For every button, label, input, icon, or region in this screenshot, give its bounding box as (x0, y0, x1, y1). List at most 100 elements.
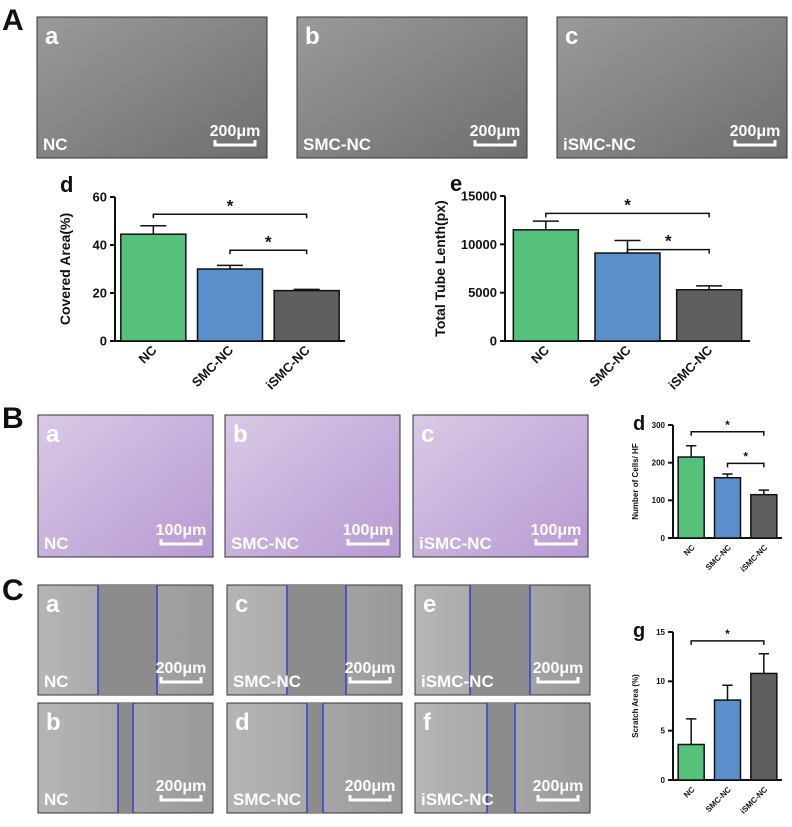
image-letter: c (235, 591, 248, 618)
y-tick-label: 200 (652, 458, 666, 467)
image-caption: NC (44, 534, 69, 553)
image-letter: c (421, 421, 434, 448)
scale-bar (348, 677, 392, 684)
image-letter: a (45, 23, 59, 50)
image-letter: e (423, 591, 436, 618)
section-label: C (2, 574, 24, 607)
significance-label: * (624, 195, 631, 214)
scale-label: 200μm (345, 660, 396, 677)
image-letter: f (423, 709, 432, 736)
error-bar (685, 444, 697, 458)
bar (750, 672, 778, 781)
scale-label: 200μm (533, 660, 584, 677)
image-caption: iSMC-NC (421, 790, 494, 809)
panel-letter: d (60, 172, 73, 197)
y-axis-label: Covered Area(%) (57, 213, 73, 325)
significance-bracket (690, 640, 765, 645)
bar (120, 233, 187, 342)
image-letter: a (46, 591, 60, 618)
scale-bar (733, 140, 777, 147)
scale-bar (534, 539, 578, 546)
y-tick-label: 60 (93, 190, 107, 205)
significance-label: * (725, 627, 730, 641)
x-tick-label: iSMC-NC (263, 342, 313, 392)
y-tick-label: 100 (652, 496, 666, 505)
scratch-gap (287, 585, 346, 695)
x-tick-label: NC (528, 342, 552, 366)
significance-bracket (626, 248, 710, 254)
x-tick-label: iSMC-NC (739, 785, 770, 816)
y-tick-label: 20 (93, 286, 107, 301)
significance-bracket (229, 249, 308, 255)
scale-bar (348, 795, 392, 802)
micrograph (556, 16, 788, 159)
scale-bar (346, 539, 390, 546)
y-tick-label: 300 (652, 421, 666, 430)
micrograph (224, 414, 401, 558)
image-caption: SMC-NC (233, 790, 301, 809)
image-letter: a (46, 421, 60, 448)
bar (594, 252, 661, 342)
error-bar (217, 264, 243, 269)
image-caption: SMC-NC (233, 672, 301, 691)
micrograph (37, 414, 214, 558)
y-tick-label: 10 (656, 677, 665, 686)
significance-bracket (726, 462, 765, 468)
scale-label: 100μm (531, 522, 582, 539)
image-letter: b (46, 709, 61, 736)
image-caption: iSMC-NC (563, 135, 636, 154)
micrograph (36, 16, 268, 159)
scratch-gap (487, 703, 515, 813)
bar (750, 493, 778, 539)
scale-label: 200μm (533, 778, 584, 795)
significance-label: * (725, 418, 730, 432)
significance-label: * (665, 232, 672, 251)
bar (196, 268, 264, 342)
significance-bracket (152, 213, 308, 219)
panel-letter: d (633, 413, 645, 435)
scale-label: 200μm (345, 778, 396, 795)
section-label: B (2, 402, 24, 435)
scale-bar (473, 140, 517, 147)
image-caption: iSMC-NC (419, 534, 492, 553)
scale-bar (536, 677, 580, 684)
bar (677, 743, 705, 781)
panel-letter: g (633, 620, 645, 642)
y-tick-label: 5000 (468, 285, 497, 300)
y-tick-label: 15 (656, 628, 665, 637)
x-tick-label: NC (682, 543, 697, 558)
y-tick-label: 10000 (461, 237, 497, 252)
error-bar (685, 718, 697, 745)
y-tick-label: 0 (100, 334, 107, 349)
scale-label: 100μm (156, 522, 207, 539)
bar (675, 289, 743, 342)
y-tick-label: 0 (661, 776, 666, 785)
y-axis-label: Scratch Area (%) (631, 674, 640, 738)
y-axis-label: Number of Cells/ HF (631, 443, 640, 520)
x-tick-label: SMC-NC (704, 785, 733, 814)
image-letter: c (565, 23, 578, 50)
y-tick-label: 40 (93, 238, 107, 253)
y-tick-label: 15000 (461, 189, 497, 204)
error-bar (293, 288, 320, 291)
scale-label: 200μm (156, 778, 207, 795)
scale-bar (213, 140, 257, 147)
x-tick-label: SMC-NC (189, 342, 237, 390)
bar (677, 456, 705, 539)
image-caption: NC (44, 790, 69, 809)
x-tick-label: NC (682, 785, 697, 800)
x-tick-label: SMC-NC (704, 543, 733, 572)
bar (713, 699, 742, 781)
bar (713, 476, 742, 539)
scratch-gap (118, 703, 133, 813)
scale-bar (536, 795, 580, 802)
x-tick-label: NC (136, 342, 160, 366)
panel-letter: e (450, 171, 462, 196)
y-tick-label: 0 (661, 534, 666, 543)
significance-label: * (265, 232, 272, 251)
scale-label: 200μm (470, 123, 521, 140)
scale-bar (159, 795, 203, 802)
scale-label: 100μm (343, 522, 394, 539)
image-caption: SMC-NC (231, 534, 299, 553)
